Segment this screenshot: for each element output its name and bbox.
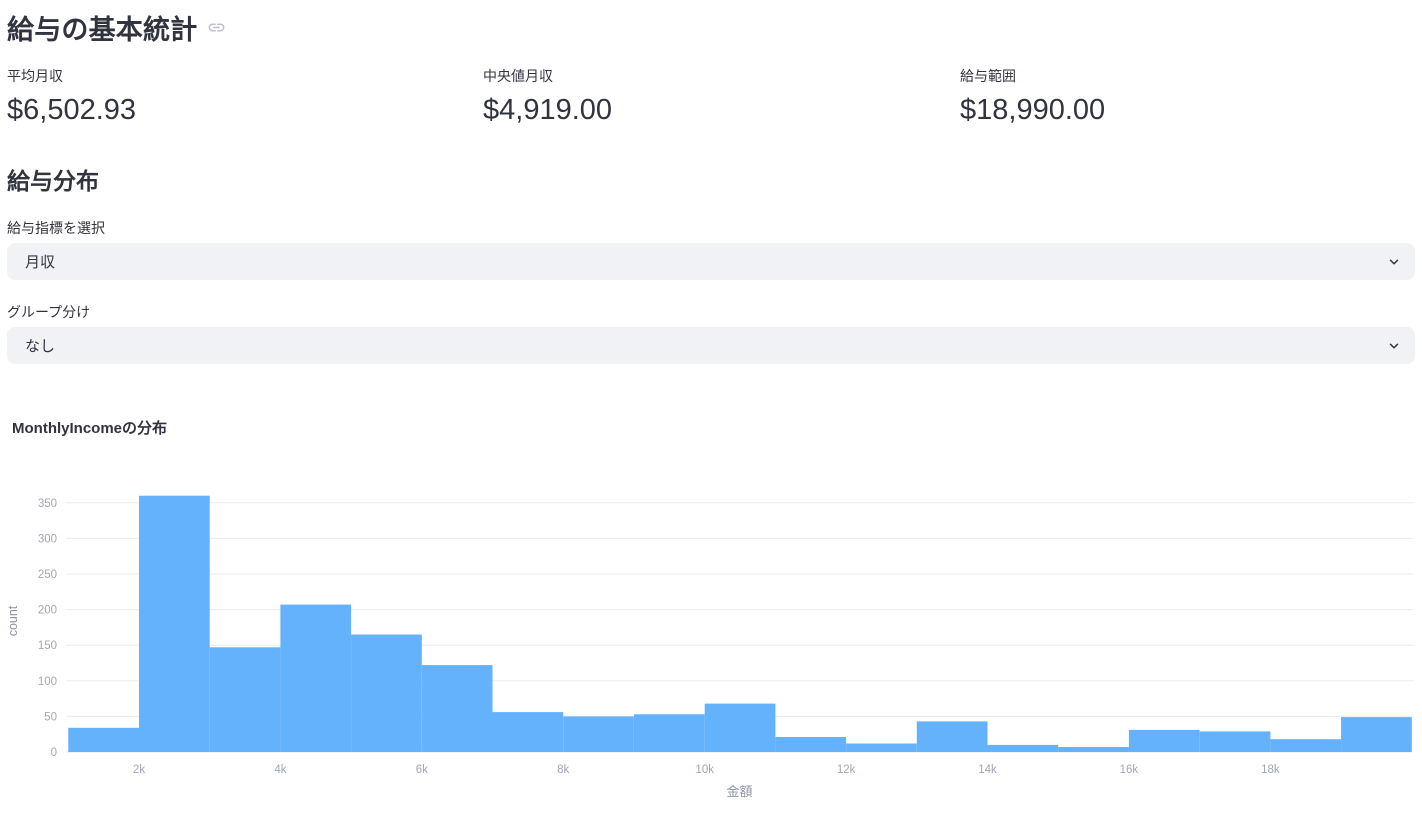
- histogram-bar: [421, 665, 493, 752]
- salary-metric-select-value: 月収: [25, 254, 56, 271]
- histogram-bar: [351, 634, 422, 752]
- x-tick-label: 18k: [1261, 764, 1280, 776]
- histogram-bar: [280, 604, 352, 752]
- histogram-bar: [209, 647, 281, 752]
- y-tick-label: 350: [38, 498, 57, 510]
- y-tick-label: 50: [44, 711, 57, 723]
- page-title: 給与の基本統計: [7, 15, 198, 45]
- histogram-canvas: 0 50 100 150 200 250 300 350 2k 4k 6k 8k 10k 12k 14k 16…: [6, 495, 1413, 799]
- histogram-bar: [775, 737, 847, 752]
- y-tick-label: 200: [38, 605, 57, 617]
- histogram-bar: [1128, 729, 1200, 752]
- y-tick-label: 300: [38, 533, 57, 545]
- histogram-bar: [987, 744, 1059, 752]
- metric-value: $4,919.00: [483, 94, 613, 126]
- y-tick-label: 150: [38, 640, 57, 652]
- x-tick-label: 4k: [274, 764, 286, 776]
- metric-average-income: 平均月収 $6,502.93: [7, 66, 136, 127]
- y-tick-label: 0: [51, 747, 57, 759]
- histogram-bar: [704, 703, 776, 752]
- x-tick-label: 2k: [133, 764, 145, 776]
- x-tick-label: 8k: [557, 764, 569, 776]
- chart-title: MonthlyIncomeの分布: [12, 420, 168, 437]
- page-title-row: 給与の基本統計: [7, 8, 226, 47]
- group-by-select-value: なし: [25, 338, 56, 355]
- section-title-salary-distribution: 給与分布: [7, 168, 99, 194]
- metric-value: $18,990.00: [960, 94, 1106, 126]
- histogram-bar: [1341, 717, 1412, 752]
- histogram-bar: [563, 716, 634, 752]
- histogram-bar: [846, 743, 917, 752]
- x-tick-label: 12k: [837, 764, 856, 776]
- metric-value: $6,502.93: [7, 94, 137, 126]
- metric-salary-range: 給与範囲 $18,990.00: [960, 66, 1105, 127]
- chevron-down-icon: [1387, 339, 1401, 353]
- y-tick-label: 250: [38, 569, 57, 581]
- histogram-bar: [634, 714, 705, 752]
- x-tick-label: 6k: [416, 764, 428, 776]
- metric-label: 給与範囲: [960, 68, 1016, 84]
- metric-label: 中央値月収: [483, 68, 553, 84]
- x-axis-title: 金額: [726, 784, 752, 799]
- x-tick-label: 14k: [978, 764, 997, 776]
- histogram-bar: [1270, 739, 1342, 752]
- salary-metric-select[interactable]: 月収: [7, 243, 1415, 280]
- y-axis-title: count: [6, 605, 20, 636]
- income-histogram-chart: 0 50 100 150 200 250 300 350 2k 4k 6k 8k 10k 12k 14k 16…: [0, 483, 1422, 813]
- histogram-bar: [1199, 731, 1271, 752]
- histogram-bar: [1058, 747, 1129, 752]
- histogram-bar: [492, 712, 564, 752]
- metric-median-income: 中央値月収 $4,919.00: [483, 66, 612, 127]
- group-by-select[interactable]: なし: [7, 327, 1415, 364]
- chevron-down-icon: [1387, 255, 1401, 269]
- histogram-bar: [68, 727, 139, 752]
- metric-label: 平均月収: [7, 68, 63, 84]
- group-by-select-label: グループ分け: [7, 304, 91, 320]
- histogram-bar: [139, 495, 210, 752]
- salary-metric-select-label: 給与指標を選択: [7, 220, 105, 236]
- histogram-bar: [916, 721, 988, 752]
- y-tick-label: 100: [38, 676, 57, 688]
- link-icon[interactable]: [207, 18, 226, 37]
- x-tick-label: 16k: [1120, 764, 1139, 776]
- x-tick-label: 10k: [695, 764, 714, 776]
